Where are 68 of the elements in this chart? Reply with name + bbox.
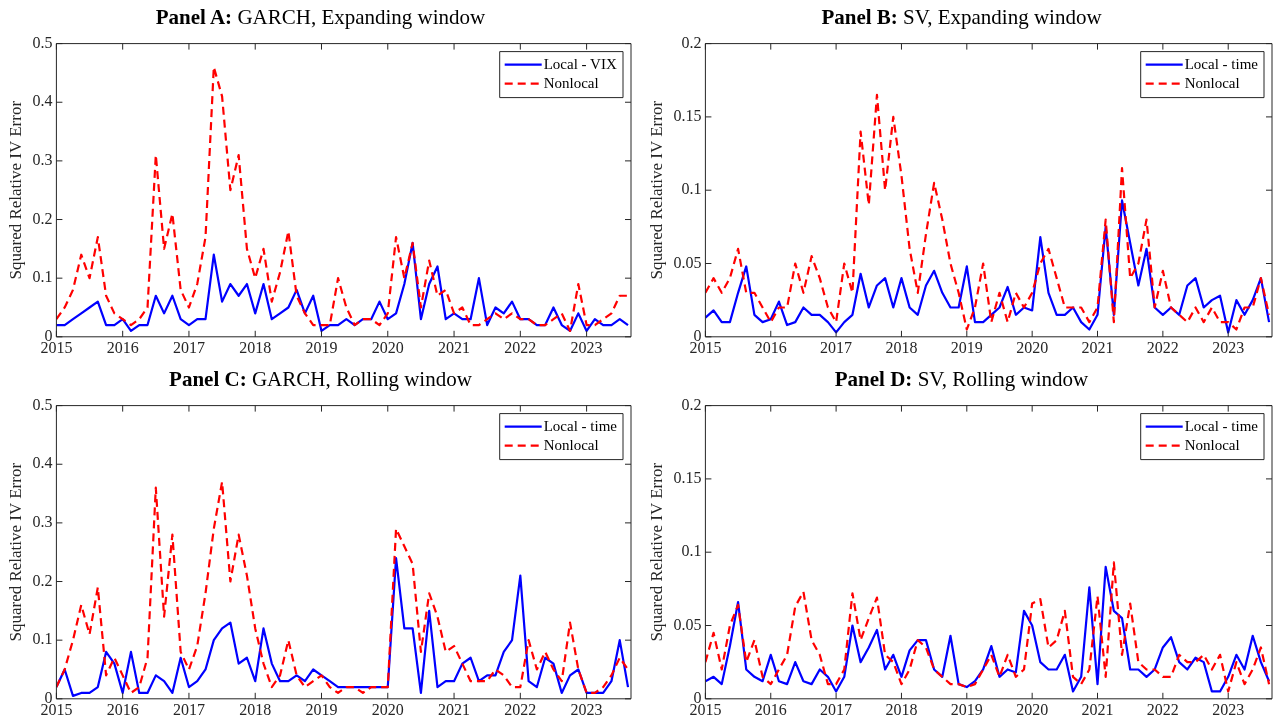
legend-label: Local - time	[543, 417, 618, 434]
legend-label: Nonlocal	[543, 436, 599, 453]
x-tick-label: 2021	[1081, 338, 1114, 356]
x-tick-label: 2022	[1146, 700, 1179, 718]
x-tick-label: 2020	[371, 338, 404, 356]
x-tick-label: 2017	[172, 700, 205, 718]
y-tick-label: 0.1	[681, 542, 702, 560]
x-tick-label: 2023	[1212, 338, 1245, 356]
legend-label: Nonlocal	[1184, 436, 1240, 453]
x-tick-label: 2018	[885, 338, 918, 356]
x-tick-label: 2023	[570, 700, 603, 718]
x-tick-label: 2019	[305, 338, 338, 356]
y-tick-label: 0.3	[32, 513, 53, 531]
x-tick-label: 2022	[504, 338, 537, 356]
y-tick-label: 0.1	[32, 268, 53, 286]
chart-title: Panel D: SV, Rolling window	[833, 366, 1090, 392]
y-tick-label: 0.4	[32, 454, 53, 472]
x-tick-label: 2018	[239, 338, 272, 356]
y-tick-label: 0.1	[32, 630, 53, 648]
x-tick-label: 2021	[438, 338, 471, 356]
y-tick-label: 0.2	[32, 209, 53, 227]
y-tick-label: 0.05	[673, 253, 702, 271]
legend-label: Nonlocal	[543, 74, 599, 91]
x-tick-label: 2017	[820, 338, 853, 356]
x-tick-label: 2019	[950, 338, 983, 356]
x-tick-label: 2020	[1016, 700, 1049, 718]
y-axis-title: Squared Relative IV Error	[5, 462, 25, 642]
y-tick-label: 0.4	[32, 92, 53, 110]
legend-label: Nonlocal	[1184, 74, 1240, 91]
legend-label: Local - time	[1184, 55, 1259, 72]
y-tick-label: 0.1	[681, 180, 702, 198]
chart-title: Panel B: SV, Expanding window	[820, 4, 1103, 30]
y-axis-title: Squared Relative IV Error	[5, 100, 25, 280]
x-tick-label: 2023	[570, 338, 603, 356]
x-tick-label: 2018	[885, 700, 918, 718]
y-tick-label: 0.5	[32, 33, 53, 51]
y-tick-label: 0.15	[673, 107, 702, 125]
x-tick-label: 2018	[239, 700, 272, 718]
y-tick-label: 0.5	[32, 395, 53, 413]
y-tick-label: 0.05	[673, 615, 702, 633]
chart-title: Panel A: GARCH, Expanding window	[154, 4, 487, 30]
x-tick-label: 2016	[754, 700, 787, 718]
chart-title: Panel C: GARCH, Rolling window	[168, 366, 473, 392]
y-tick-label: 0.3	[32, 151, 53, 169]
x-tick-label: 2017	[172, 338, 205, 356]
x-tick-label: 2019	[950, 700, 983, 718]
x-tick-label: 2017	[820, 700, 853, 718]
x-tick-label: 2021	[438, 700, 471, 718]
x-tick-label: 2020	[1016, 338, 1049, 356]
y-tick-label: 0.2	[681, 33, 702, 51]
x-tick-label: 2019	[305, 700, 338, 718]
line-series	[56, 480, 630, 695]
x-tick-label: 2016	[106, 700, 139, 718]
x-tick-label: 2016	[754, 338, 787, 356]
y-axis-title: Squared Relative IV Error	[646, 462, 666, 642]
x-tick-label: 2022	[504, 700, 537, 718]
y-tick-label: 0.2	[681, 395, 702, 413]
legend-label: Local - VIX	[543, 55, 617, 72]
y-tick-label: 0.2	[32, 571, 53, 589]
legend-label: Local - time	[1184, 417, 1259, 434]
x-tick-label: 2023	[1212, 700, 1245, 718]
x-tick-label: 2020	[371, 700, 404, 718]
line-series	[705, 93, 1271, 331]
y-axis-title: Squared Relative IV Error	[646, 100, 666, 280]
x-tick-label: 2021	[1081, 700, 1114, 718]
x-tick-label: 2016	[106, 338, 139, 356]
y-tick-label: 0.15	[673, 469, 702, 487]
x-tick-label: 2022	[1146, 338, 1179, 356]
